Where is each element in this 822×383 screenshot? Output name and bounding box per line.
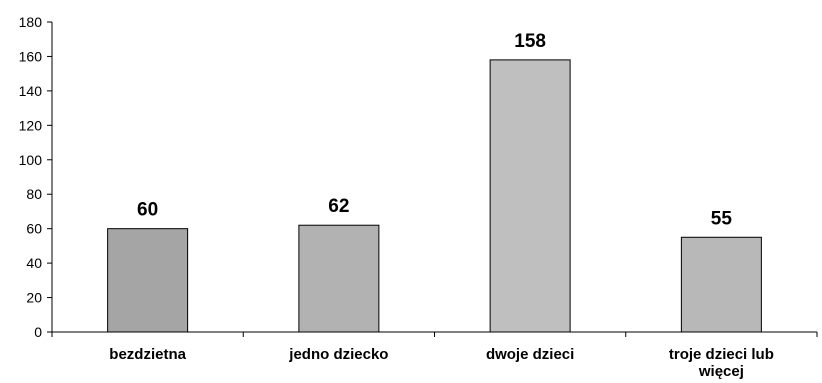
x-axis-labels: bezdzietna jedno dziecko dwoje dzieci troje… xyxy=(109,346,774,380)
y-tick-label: 180 xyxy=(19,14,43,30)
bar xyxy=(489,59,571,333)
y-tick-label: 100 xyxy=(19,152,43,168)
data-label: 62 xyxy=(328,196,349,217)
x-tick-label: jedno dziecko xyxy=(288,346,388,363)
y-tick-label: 160 xyxy=(19,48,43,64)
y-tick-label: 120 xyxy=(19,117,43,133)
bar xyxy=(298,224,380,333)
y-tick-label: 60 xyxy=(26,221,42,237)
bar xyxy=(680,236,762,333)
y-tick-label: 80 xyxy=(26,186,42,202)
x-tick-label: troje dzieci lub więcej xyxy=(669,346,774,380)
data-labels: 60 62 158 55 xyxy=(137,31,732,229)
data-label: 55 xyxy=(711,208,733,229)
x-tick-label: dwoje dzieci xyxy=(486,346,574,363)
y-tick-label: 20 xyxy=(26,290,42,306)
y-tick-label: 140 xyxy=(19,83,43,99)
y-tick-label: 0 xyxy=(34,324,42,340)
y-tick-label: 40 xyxy=(26,255,42,271)
bar xyxy=(107,228,189,333)
data-label: 158 xyxy=(514,31,546,52)
data-label: 60 xyxy=(137,200,158,221)
bars xyxy=(107,59,762,333)
x-tick-label: bezdzietna xyxy=(109,346,186,363)
y-axis-ticks: 0 20 40 60 80 100 120 140 160 180 xyxy=(19,14,52,340)
